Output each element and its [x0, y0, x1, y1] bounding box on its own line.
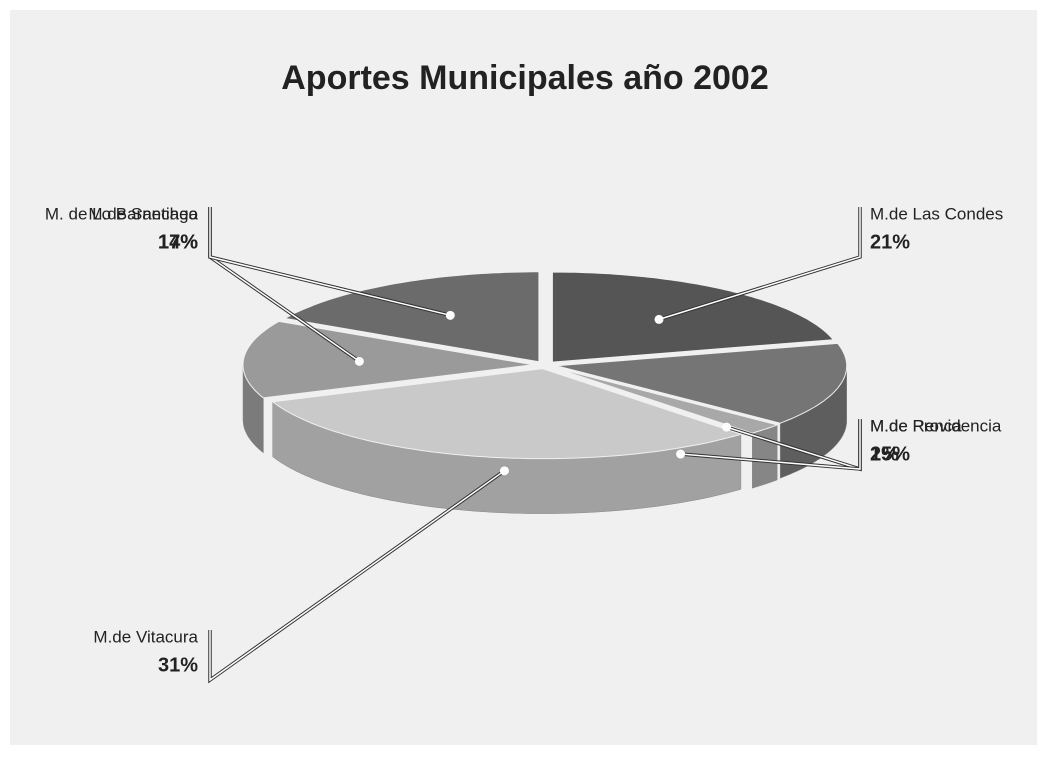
- label-dot: [499, 466, 509, 476]
- label-dot: [354, 356, 364, 366]
- slice: [242, 320, 534, 399]
- slice-value-label: 2%: [870, 443, 899, 465]
- label-dot: [445, 310, 455, 320]
- label-dot: [654, 314, 664, 324]
- slice: [271, 368, 743, 460]
- slice-value-label: 21%: [870, 231, 910, 253]
- slice-label: M.de Vitacura: [93, 627, 198, 646]
- leader-line: [658, 207, 861, 321]
- slice: [283, 271, 540, 363]
- slice-side: [752, 424, 778, 489]
- slice-label: M. de Lo Barnechea: [45, 204, 199, 223]
- slice-label: M.de Renca: [870, 416, 962, 435]
- slice-label: M.de Las Condes: [870, 204, 1003, 223]
- chart-title: Aportes Municipales año 2002: [281, 59, 769, 97]
- slice-label: M.de Providencia: [870, 416, 1002, 435]
- slice: [551, 271, 835, 363]
- leader-line: [209, 470, 505, 682]
- slice: [556, 342, 848, 424]
- slice-value-label: 14%: [158, 231, 198, 253]
- leader-line: [209, 207, 451, 317]
- slice-label: M.de Santiago: [88, 204, 198, 223]
- label-dot: [676, 449, 686, 459]
- label-dot: [722, 422, 732, 432]
- slice-value-label: 15%: [870, 443, 910, 465]
- slice-value-label: 31%: [158, 654, 198, 676]
- slice: [553, 367, 779, 434]
- leader-line: [680, 419, 861, 470]
- slice-value-label: 17%: [158, 231, 198, 253]
